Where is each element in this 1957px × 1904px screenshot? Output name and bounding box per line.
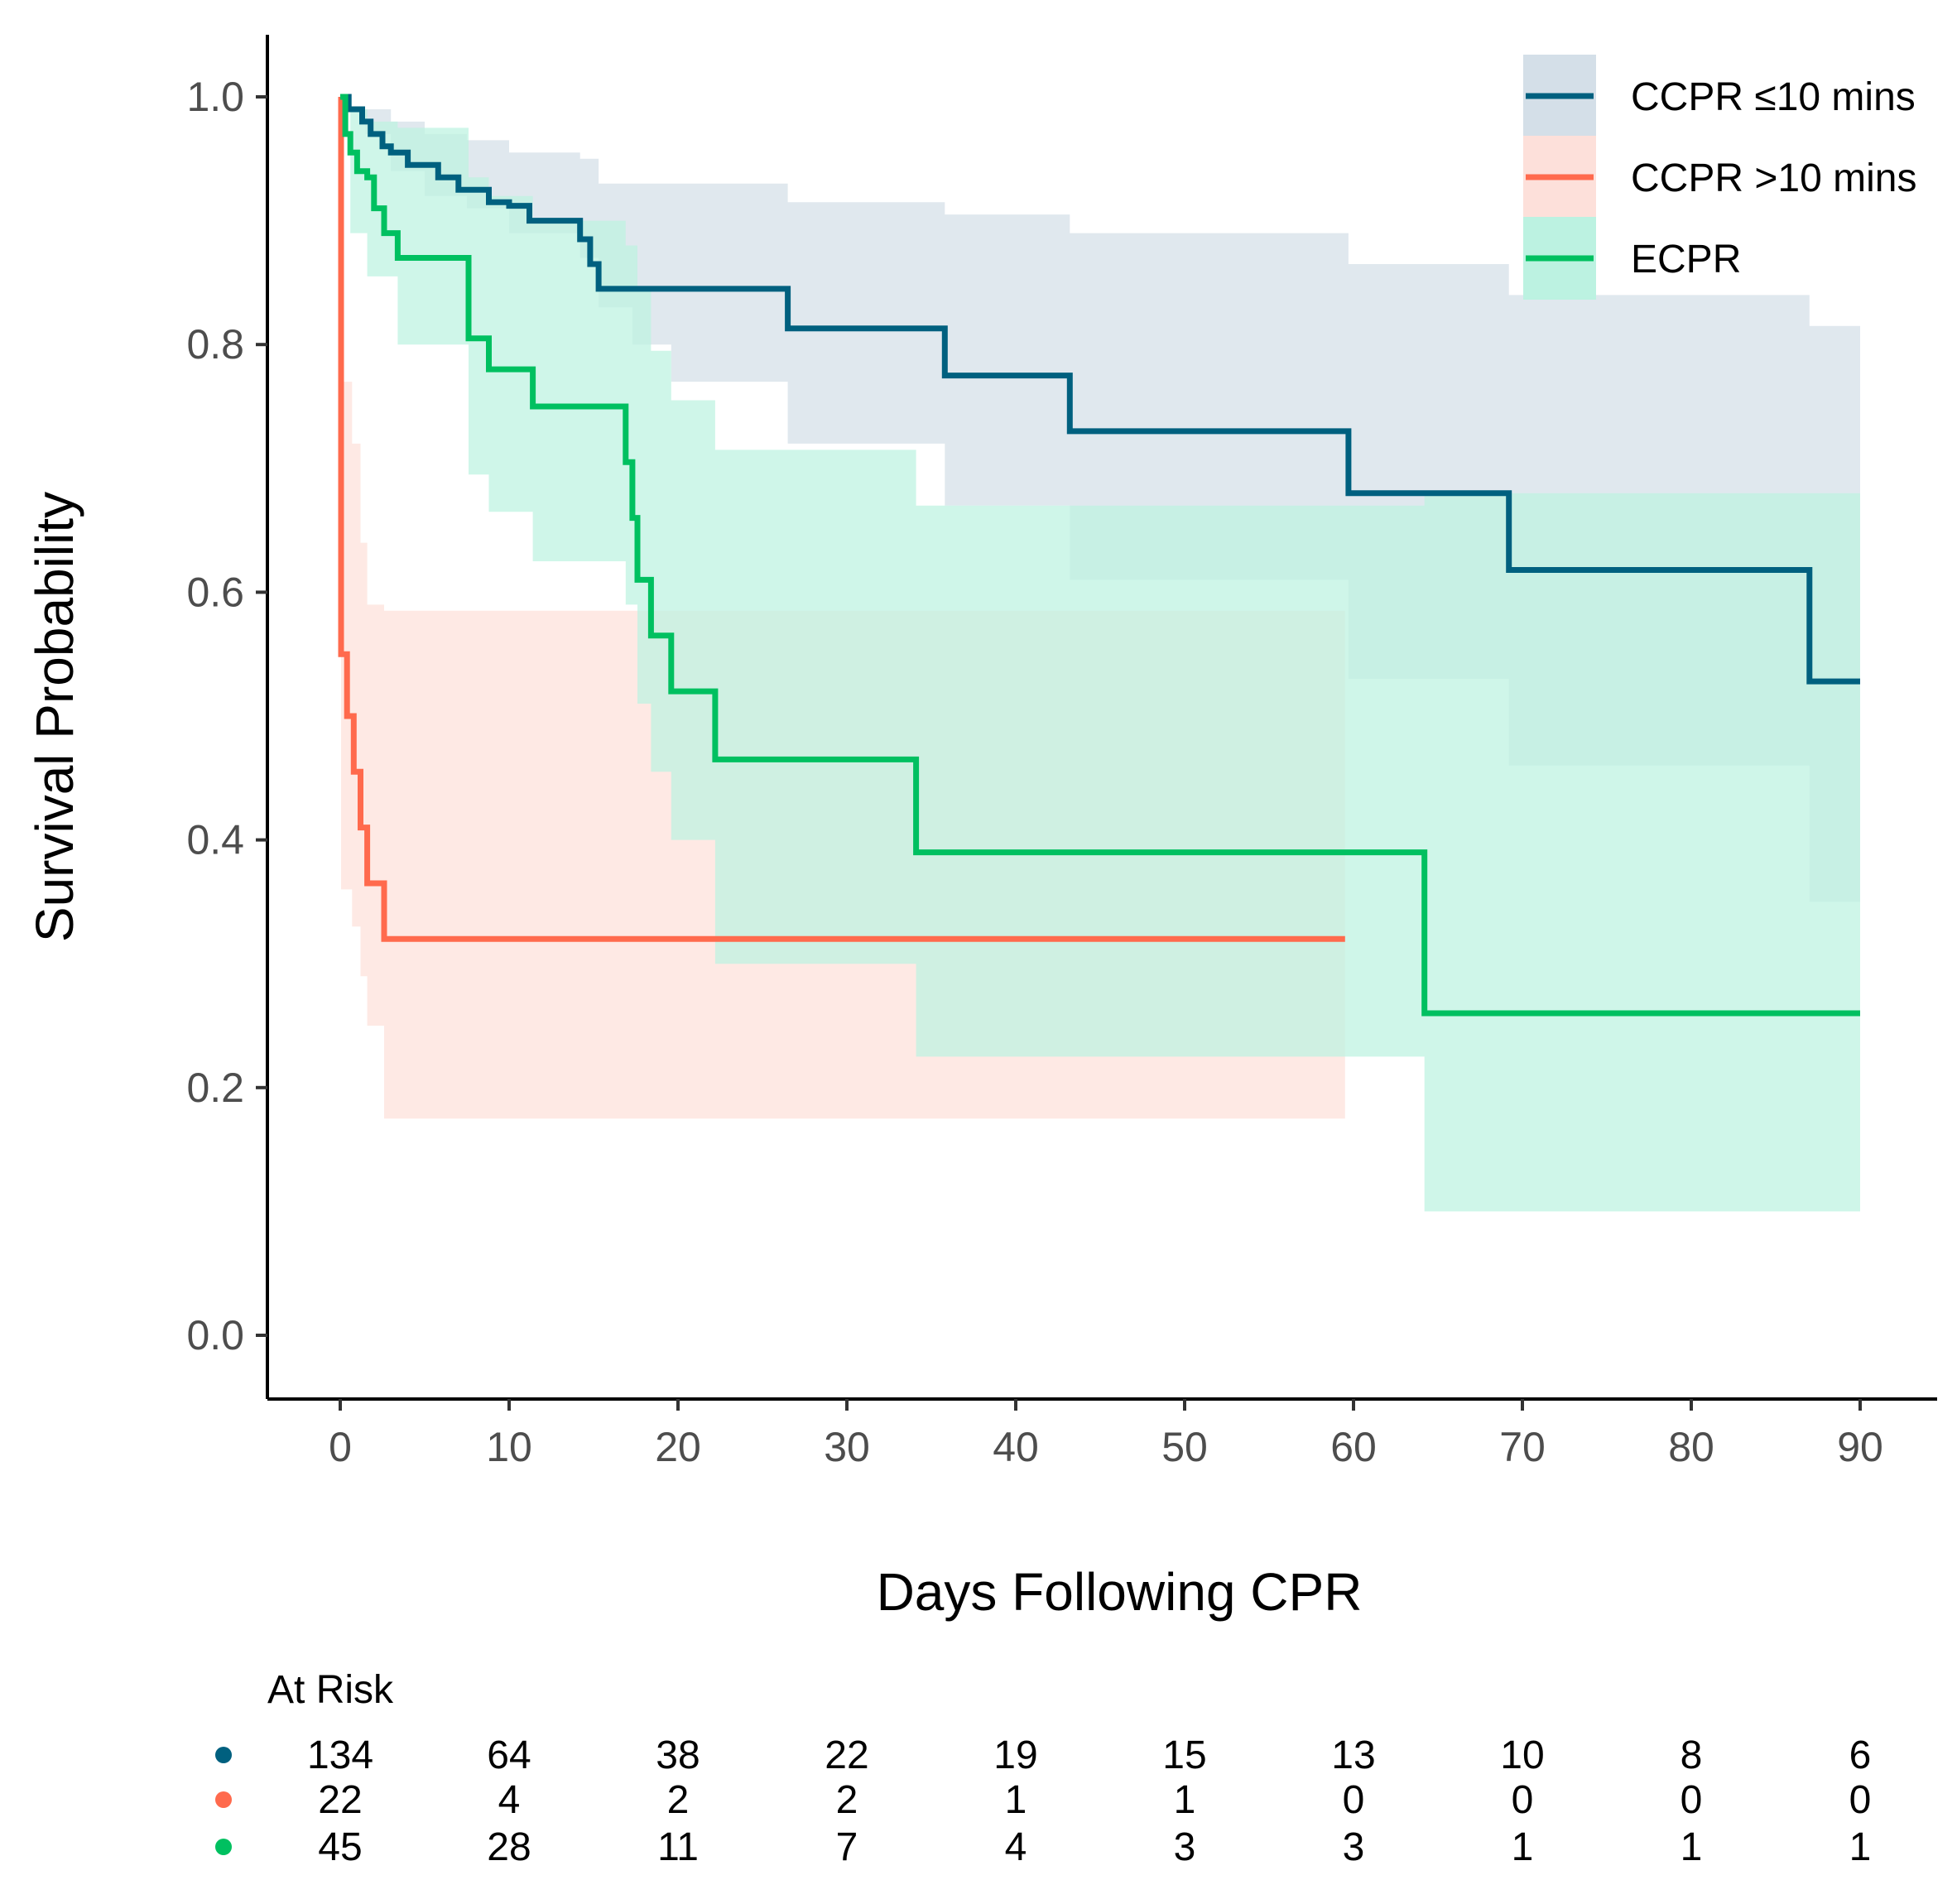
risk-count: 0 (1849, 1778, 1872, 1822)
risk-count: 7 (836, 1825, 858, 1869)
x-tick-label: 50 (1161, 1424, 1208, 1470)
survival-curves (338, 94, 1860, 1017)
risk-count: 6 (1849, 1733, 1872, 1777)
x-tick-label: 0 (329, 1424, 352, 1470)
risk-count: 1 (1005, 1778, 1027, 1822)
risk-count: 11 (657, 1825, 699, 1869)
risk-count: 38 (656, 1733, 700, 1777)
risk-count: 0 (1681, 1778, 1703, 1822)
y-tick-label: 0.8 (186, 321, 244, 368)
risk-count: 4 (498, 1778, 521, 1822)
risk-count: 2 (667, 1778, 690, 1822)
y-tick-label: 1.0 (186, 74, 244, 120)
x-axis-title: Days Following CPR (877, 1562, 1363, 1622)
risk-count: 10 (1500, 1733, 1544, 1777)
risk-count: 28 (487, 1825, 531, 1869)
y-tick-label: 0.2 (186, 1065, 244, 1111)
x-tick-label: 30 (824, 1424, 870, 1470)
risk-count: 19 (993, 1733, 1037, 1777)
risk-count: 1 (1512, 1825, 1534, 1869)
x-tick-label: 20 (655, 1424, 701, 1470)
risk-count: 13 (1331, 1733, 1375, 1777)
y-tick-label: 0.0 (186, 1312, 244, 1358)
risk-count: 0 (1343, 1778, 1365, 1822)
risk-row-marker (215, 1839, 232, 1855)
legend-label-ecpr: ECPR (1631, 238, 1741, 281)
risk-row-marker (215, 1747, 232, 1763)
risk-table: At Risk 134 64 38 22 19 15 13 10 8 622 4 2 2 1 1 0 0 0 045… (215, 1668, 1871, 1869)
risk-count: 0 (1512, 1778, 1534, 1822)
risk-count: 1 (1174, 1778, 1196, 1822)
x-tick-label: 10 (486, 1424, 532, 1470)
y-tick-label: 0.6 (186, 569, 244, 615)
legend-label-ccpr-10-mins: CCPR ≤10 mins (1631, 75, 1916, 119)
x-tick-label: 90 (1837, 1424, 1883, 1470)
risk-row-marker (215, 1791, 232, 1808)
curve-ccpr-10-mins (338, 94, 1345, 942)
legend-label-ccpr-10-mins: CCPR >10 mins (1631, 156, 1916, 200)
risk-count: 15 (1162, 1733, 1206, 1777)
curve-ecpr (340, 94, 1860, 1017)
risk-count: 1 (1681, 1825, 1703, 1869)
risk-count: 64 (487, 1733, 531, 1777)
risk-count: 1 (1849, 1825, 1872, 1869)
risk-count: 8 (1681, 1733, 1703, 1777)
legend: CCPR ≤10 mins CCPR >10 mins ECPR (1523, 55, 1916, 300)
risk-count: 134 (307, 1733, 373, 1777)
x-tick-label: 70 (1499, 1424, 1546, 1470)
risk-count: 3 (1343, 1825, 1365, 1869)
risk-count: 45 (318, 1825, 362, 1869)
x-tick-label: 80 (1668, 1424, 1714, 1470)
risk-count: 3 (1174, 1825, 1196, 1869)
y-tick-label: 0.4 (186, 817, 244, 863)
y-axis-title: Survival Probability (25, 492, 84, 942)
axes: 0.0 0.2 0.4 0.6 0.8 1.0 0 10 20 30 40 50 60 70 80 90 (186, 35, 1937, 1470)
risk-count: 22 (825, 1733, 868, 1777)
x-axis-ticks: 0 10 20 30 40 50 60 70 80 90 (329, 1399, 1883, 1470)
x-tick-label: 40 (993, 1424, 1039, 1470)
y-axis-ticks: 0.0 0.2 0.4 0.6 0.8 1.0 (186, 74, 267, 1358)
risk-count: 22 (318, 1778, 362, 1822)
risk-count: 4 (1005, 1825, 1027, 1869)
band-ccpr-10-mins (340, 97, 1860, 902)
confidence-bands (340, 97, 1860, 1212)
band-ecpr (340, 97, 1860, 1212)
risk-count: 2 (836, 1778, 858, 1822)
risk-table-title: At Risk (267, 1668, 394, 1712)
x-tick-label: 60 (1330, 1424, 1377, 1470)
curve-ccpr-10-mins (340, 94, 1860, 685)
